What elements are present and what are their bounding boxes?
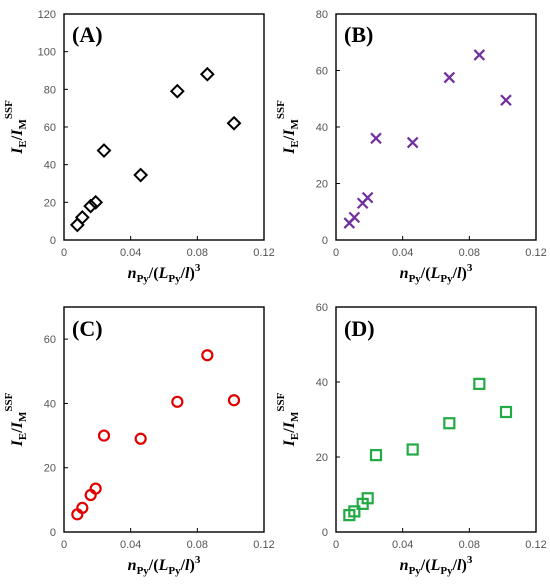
y-tick-label: 60	[316, 302, 328, 314]
x-tick-label: 0.08	[459, 247, 480, 259]
data-point	[348, 211, 361, 224]
x-tick-label: 0.04	[120, 247, 141, 259]
data-point	[473, 49, 486, 61]
x-axis-label: nPy/(LPy/l)3	[128, 262, 201, 285]
data-point	[227, 394, 241, 407]
data-point	[96, 143, 112, 158]
data-point	[226, 115, 242, 131]
plot-frame	[335, 306, 537, 533]
x-tick-label: 0.04	[392, 539, 413, 551]
x-tick-label: 0	[333, 539, 339, 551]
data-point	[369, 449, 383, 462]
x-axis-label: nPy/(LPy/l)3	[128, 554, 201, 577]
x-tick-label: 0.04	[120, 539, 141, 551]
x-tick-label: 0.08	[187, 247, 208, 259]
data-point	[199, 66, 215, 82]
x-tick-label: 0.12	[253, 247, 274, 259]
x-tick-label: 0.08	[187, 539, 208, 551]
data-point	[133, 167, 149, 183]
y-tick-label: 40	[316, 122, 328, 134]
y-tick-label: 60	[44, 122, 56, 134]
data-point	[348, 505, 361, 518]
y-tick-label: 0	[50, 527, 56, 539]
data-point	[361, 492, 374, 505]
x-tick-label: 0	[61, 247, 67, 259]
data-point	[97, 429, 111, 442]
data-point	[134, 432, 147, 445]
y-axis-label: IE/IMSSF	[275, 100, 301, 155]
x-tick-label: 0.12	[525, 539, 546, 551]
y-tick-label: 40	[44, 398, 56, 410]
y-axis-label: IE/IMSSF	[3, 392, 29, 447]
x-axis-label: nPy/(LPy/l)3	[400, 554, 473, 577]
y-tick-label: 120	[38, 9, 56, 21]
plot-frame	[63, 306, 265, 533]
panel-label: (A)	[72, 22, 103, 47]
data-point	[361, 191, 374, 204]
x-tick-label: 0.08	[459, 539, 480, 551]
y-axis-label: IE/IMSSF	[275, 392, 301, 447]
data-point	[169, 83, 185, 99]
chart-panel-a: 0 20 40 60 80 100 120 0 0.04 0.08 0.12 (A) IE/IMSSF n…	[3, 9, 275, 285]
x-tick-label: 0.12	[253, 539, 274, 551]
y-tick-label: 20	[44, 463, 56, 475]
data-point	[500, 94, 512, 106]
data-point	[171, 395, 184, 408]
x-tick-label: 0.04	[392, 247, 413, 259]
panel-label: (B)	[344, 22, 373, 47]
y-tick-label: 0	[50, 235, 56, 247]
data-point	[74, 209, 90, 225]
y-tick-label: 0	[322, 527, 328, 539]
x-axis-label: nPy/(LPy/l)3	[400, 262, 473, 285]
data-point	[88, 194, 104, 210]
y-axis-label: IE/IMSSF	[3, 100, 29, 155]
data-point	[83, 198, 99, 214]
y-tick-label: 0	[322, 235, 328, 247]
data-point	[370, 132, 382, 145]
data-point	[201, 349, 214, 362]
data-point	[473, 377, 486, 390]
y-tick-label: 40	[44, 160, 56, 172]
x-tick-label: 0	[61, 539, 67, 551]
data-point	[499, 405, 513, 419]
y-tick-label: 20	[316, 179, 328, 191]
data-point	[69, 217, 85, 233]
panel-label: (D)	[344, 316, 375, 341]
data-point	[89, 482, 102, 495]
data-point	[443, 71, 456, 84]
y-tick-label: 20	[316, 452, 328, 464]
y-tick-label: 100	[38, 47, 56, 59]
data-point	[406, 443, 419, 456]
y-tick-label: 60	[44, 334, 56, 346]
chart-panel-c: 0 20 40 60 0 0.04 0.08 0.12 (C) IE/IMSSF nPy/(LPy/…	[3, 306, 275, 577]
data-point	[406, 136, 419, 149]
panel-label: (C)	[72, 316, 103, 341]
chart-panel-b: 0 20 40 60 80 0 0.04 0.08 0.12 (B) IE/IMSSF nPy/(LP…	[275, 9, 547, 285]
y-tick-label: 60	[316, 66, 328, 78]
data-point	[76, 501, 89, 514]
x-tick-label: 0.12	[525, 247, 546, 259]
y-tick-label: 40	[316, 377, 328, 389]
y-tick-label: 20	[44, 197, 56, 209]
chart-panel-d: 0 20 40 60 0 0.04 0.08 0.12 (D) IE/IMSSF nPy/(LPy/…	[275, 302, 547, 577]
x-tick-label: 0	[333, 247, 339, 259]
y-tick-label: 80	[316, 9, 328, 21]
y-tick-label: 80	[44, 84, 56, 96]
data-point	[443, 417, 456, 430]
